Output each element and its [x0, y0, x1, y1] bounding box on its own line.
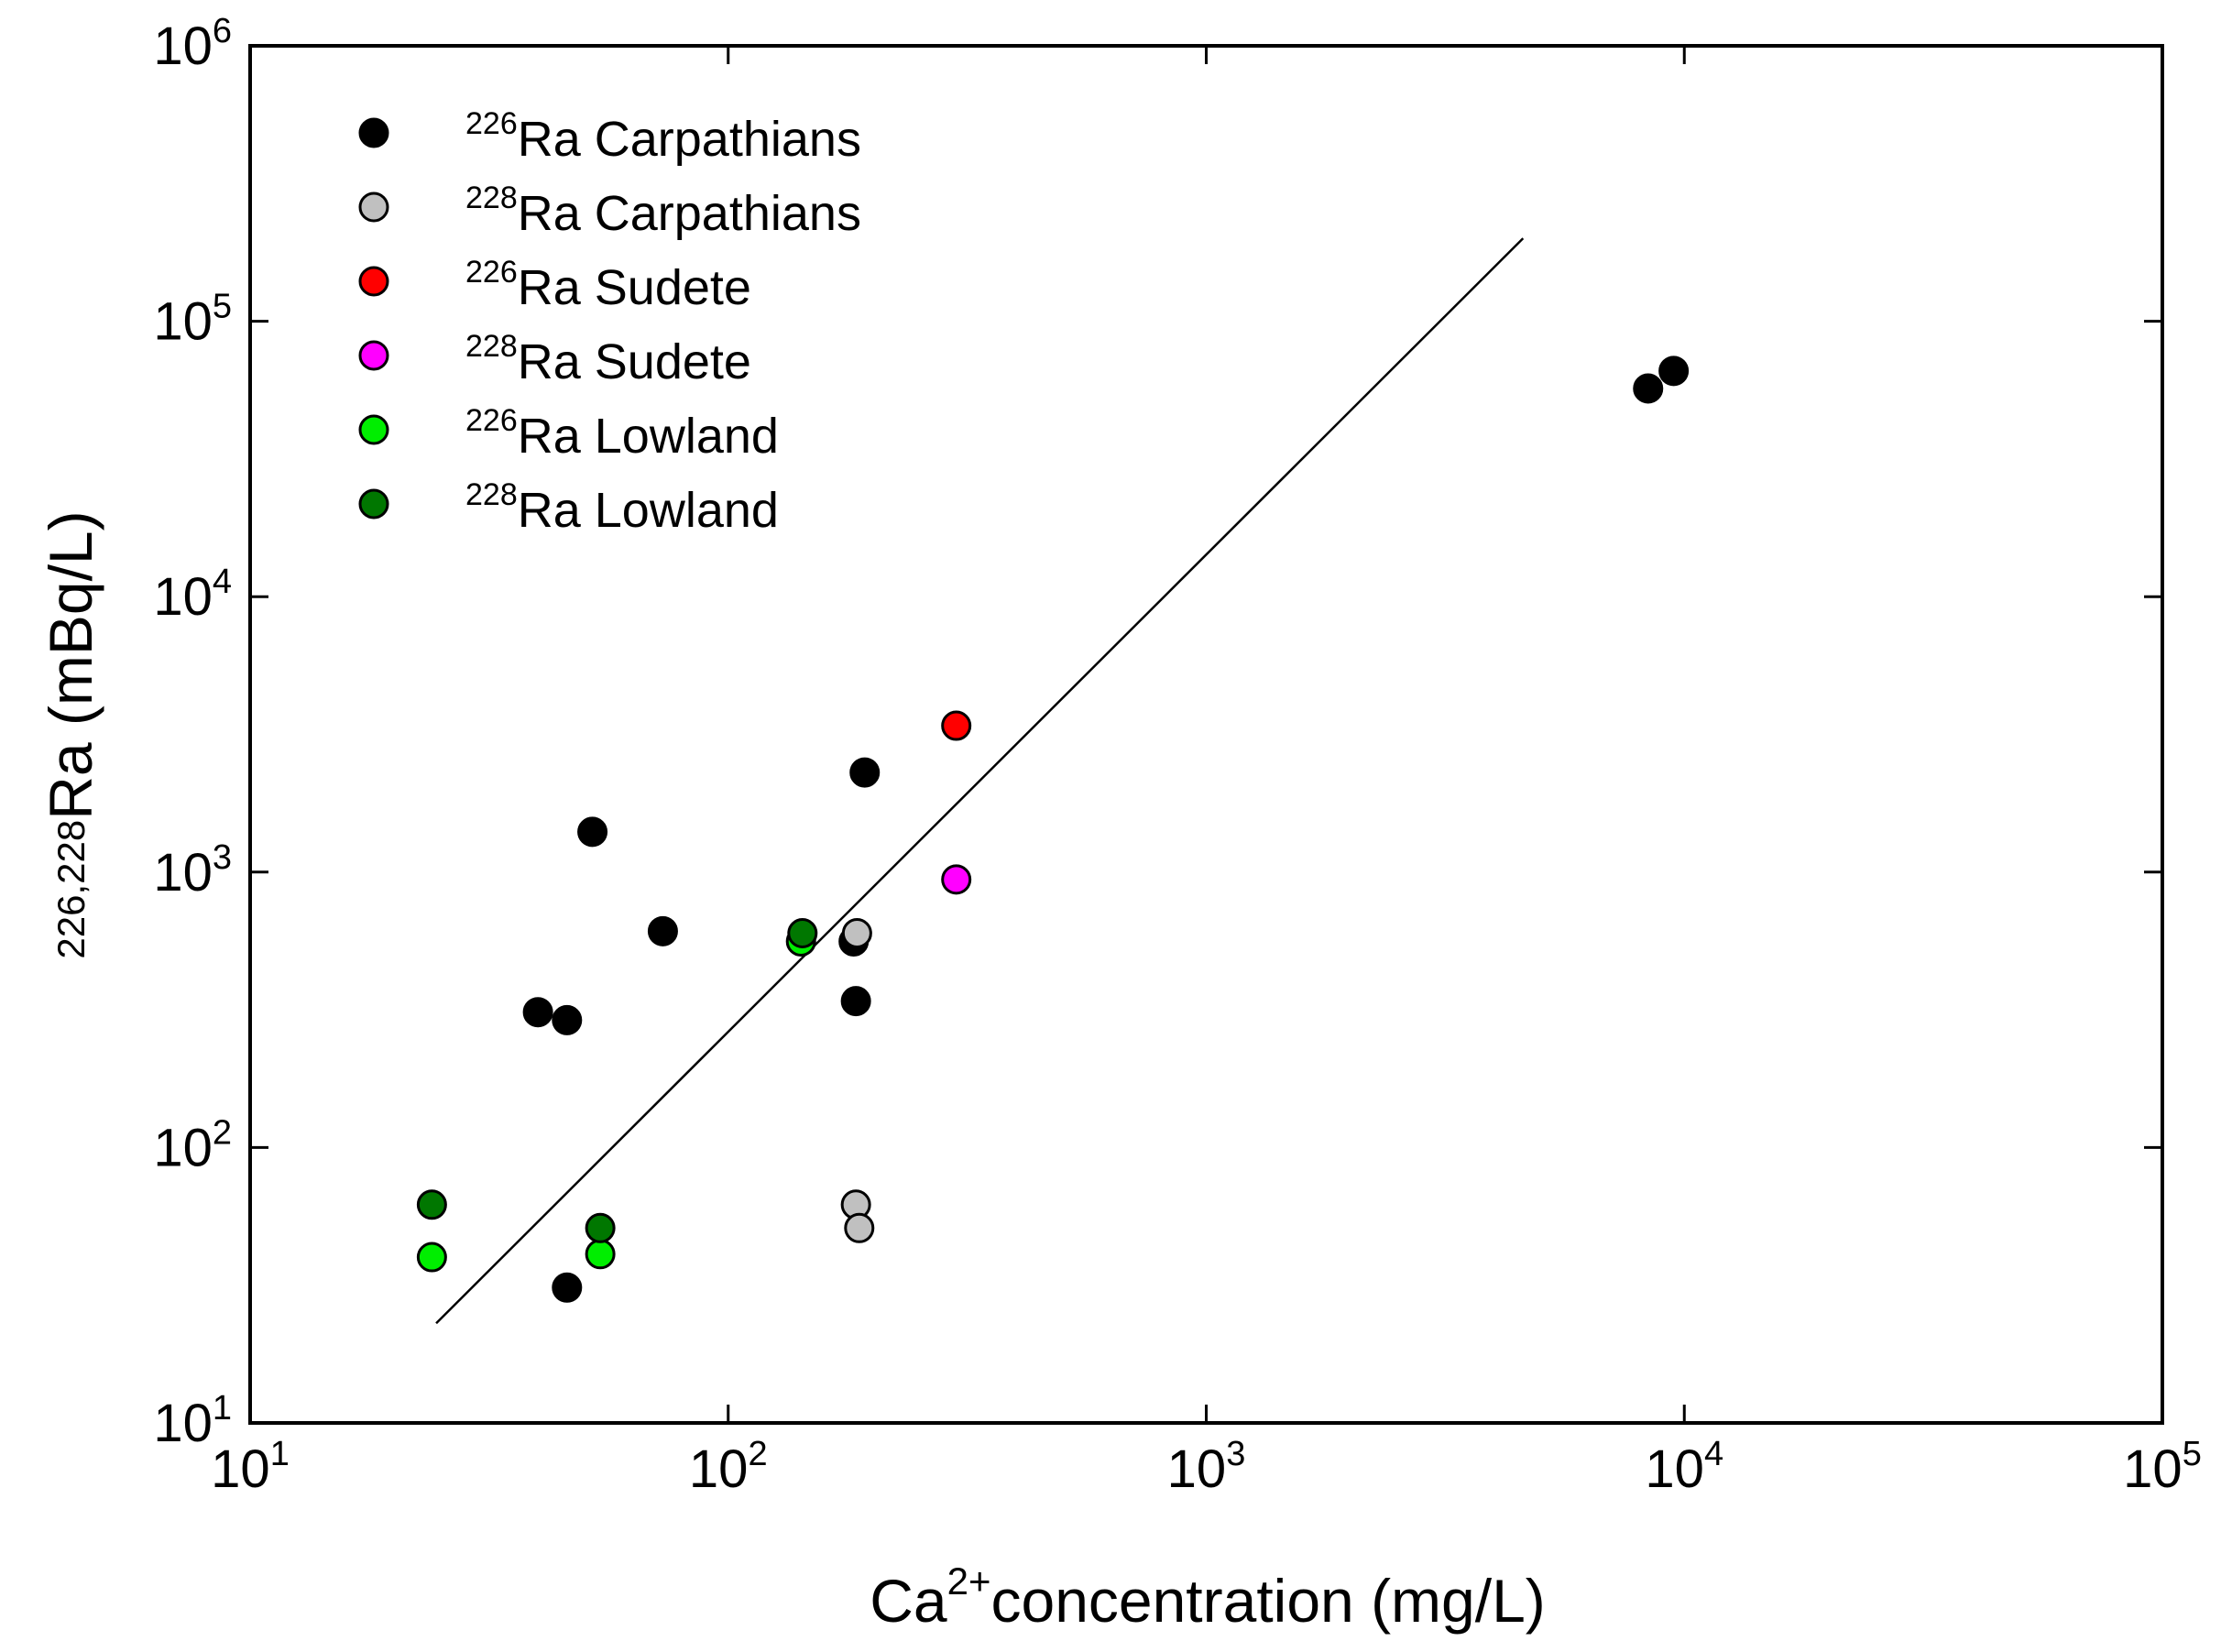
y-tick-label: 106 — [153, 12, 232, 76]
y-tick-label: 103 — [153, 838, 232, 903]
y-tick-label: 102 — [153, 1113, 232, 1177]
point-226ra-carpathians — [522, 997, 553, 1028]
plot-frame — [248, 44, 2164, 1425]
legend-marker-226ra-lowland — [358, 414, 389, 445]
x-tick-label: 104 — [1645, 1435, 1723, 1499]
point-226ra-carpathians — [647, 915, 678, 946]
point-228ra-sudete — [941, 864, 972, 895]
point-228ra-carpathians — [841, 917, 872, 948]
y-axis-title: 226,228Ra (mBq/L) — [37, 510, 104, 958]
y-tick-label: 105 — [153, 288, 232, 352]
point-226ra-carpathians — [1633, 373, 1664, 404]
legend-label-226ra-lowland: 226Ra Lowland — [465, 403, 779, 464]
axis-ticks: 101 102 103 104 105 101 102 103 104 105 106 — [153, 12, 2201, 1499]
legend-marker-228ra-lowland — [358, 488, 389, 520]
legend-marker-228ra-carpathians — [358, 191, 389, 223]
point-226ra-carpathians — [1658, 356, 1690, 387]
point-228ra-lowland — [416, 1189, 447, 1220]
x-tick-label: 105 — [2123, 1435, 2202, 1499]
point-226ra-lowland — [416, 1242, 447, 1273]
point-226ra-carpathians — [552, 1272, 583, 1303]
y-tick-label: 101 — [153, 1389, 232, 1453]
legend-label-226ra-carpathians: 226Ra Carpathians — [465, 106, 861, 167]
point-226ra-carpathians — [840, 986, 871, 1017]
point-228ra-carpathians — [844, 1212, 875, 1243]
legend-label-226ra-sudete: 226Ra Sudete — [465, 255, 751, 315]
point-228ra-lowland — [585, 1212, 616, 1243]
legend-label-228ra-carpathians: 228Ra Carpathians — [465, 181, 861, 241]
point-226ra-sudete — [941, 710, 972, 741]
legend-marker-226ra-carpathians — [358, 117, 389, 148]
point-226ra-carpathians — [849, 757, 881, 788]
point-226ra-lowland — [585, 1239, 616, 1270]
point-226ra-carpathians — [577, 816, 608, 848]
legend-label-228ra-lowland: 228Ra Lowland — [465, 477, 779, 538]
point-226ra-carpathians — [552, 1004, 583, 1035]
legend-marker-228ra-sudete — [358, 340, 389, 371]
x-tick-label: 103 — [1167, 1435, 1246, 1499]
legend-marker-226ra-sudete — [358, 266, 389, 297]
x-tick-label: 102 — [689, 1435, 768, 1499]
data-points — [416, 356, 1690, 1303]
regression-line — [435, 237, 1525, 1325]
point-228ra-lowland — [787, 917, 818, 948]
y-tick-label: 104 — [153, 563, 232, 627]
legend: 226Ra Carpathians 228Ra Carpathians 226Ra … — [358, 106, 861, 538]
x-axis-title: Ca2+concentration (mg/L) — [870, 1559, 1546, 1635]
legend-label-228ra-sudete: 228Ra Sudete — [465, 329, 751, 389]
x-tick-label: 101 — [211, 1435, 290, 1499]
